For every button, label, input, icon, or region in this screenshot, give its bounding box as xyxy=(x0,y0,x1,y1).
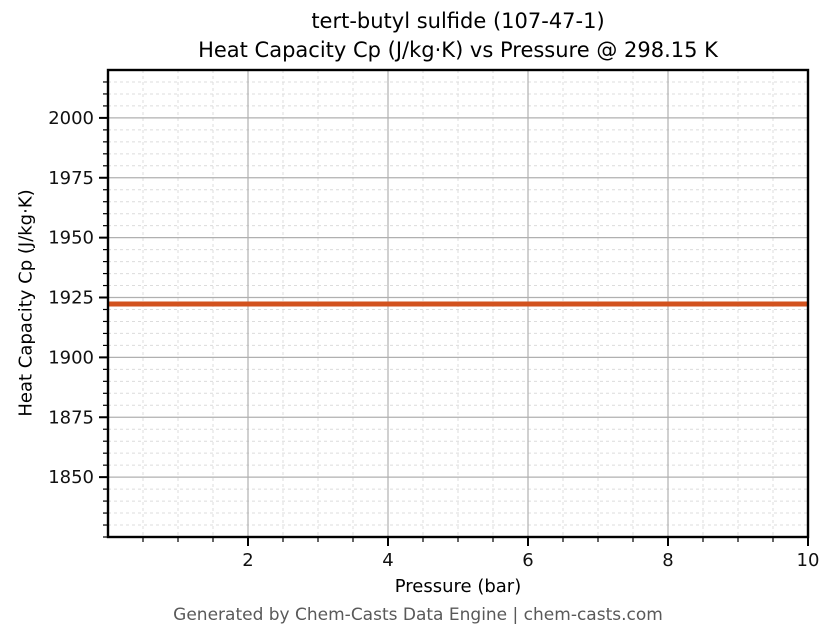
x-tick-label: 6 xyxy=(522,550,533,571)
y-tick-label: 2000 xyxy=(48,108,94,129)
chart-title: tert-butyl sulfide (107-47-1) xyxy=(311,9,605,33)
chart-subtitle: Heat Capacity Cp (J/kg·K) vs Pressure @ … xyxy=(198,38,718,62)
x-tick-label: 2 xyxy=(242,550,253,571)
x-tick-label: 8 xyxy=(662,550,673,571)
y-tick-label: 1900 xyxy=(48,347,94,368)
y-axis-label: Heat Capacity Cp (J/kg·K) xyxy=(15,189,37,417)
chart-title-block: tert-butyl sulfide (107-47-1) Heat Capac… xyxy=(108,7,808,65)
y-tick-label: 1925 xyxy=(48,288,94,309)
x-tick-label: 10 xyxy=(797,550,820,571)
y-tick-label: 1950 xyxy=(48,228,94,249)
x-axis-label: Pressure (bar) xyxy=(394,576,522,597)
x-tick-label: 4 xyxy=(382,550,393,571)
plot-frame xyxy=(106,68,810,539)
y-tick-label: 1875 xyxy=(48,407,94,428)
y-tick-label: 1975 xyxy=(48,168,94,189)
y-tick-label: 1850 xyxy=(48,467,94,488)
footer-credit: Generated by Chem-Casts Data Engine | ch… xyxy=(173,605,663,625)
